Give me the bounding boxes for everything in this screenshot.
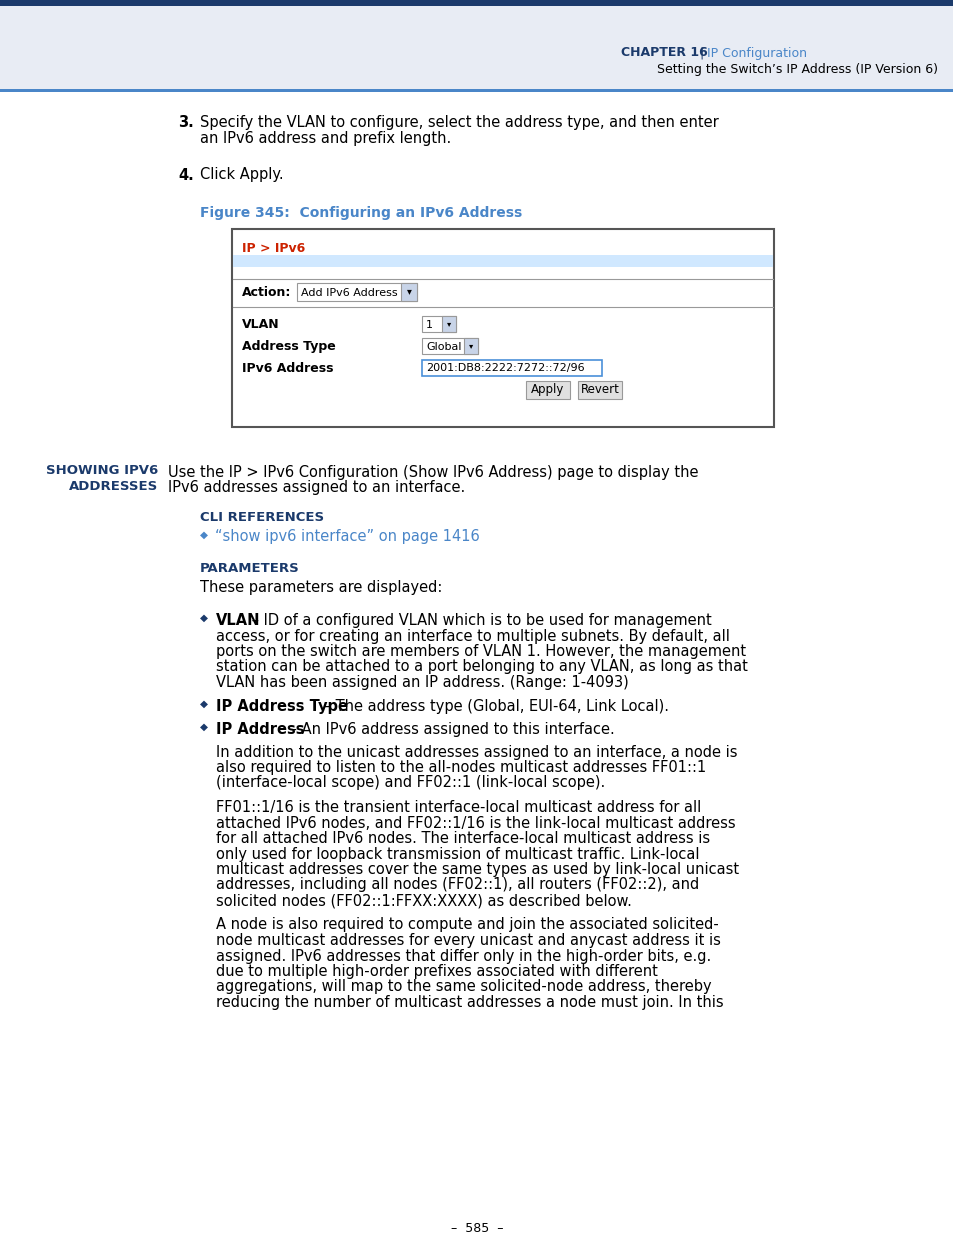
Text: solicited nodes (FF02::1:FFXX:XXXX) as described below.: solicited nodes (FF02::1:FFXX:XXXX) as d… bbox=[215, 893, 631, 908]
Text: Click Apply.: Click Apply. bbox=[200, 168, 283, 183]
Text: “show ipv6 interface” on page 1416: “show ipv6 interface” on page 1416 bbox=[214, 530, 479, 545]
Text: ADDRESSES: ADDRESSES bbox=[69, 480, 158, 493]
Text: Action:: Action: bbox=[242, 287, 291, 299]
Text: attached IPv6 nodes, and FF02::1/16 is the link-local multicast address: attached IPv6 nodes, and FF02::1/16 is t… bbox=[215, 815, 735, 830]
Bar bbox=[441, 315, 456, 331]
Bar bbox=[0, 89, 953, 91]
Text: IP > IPv6: IP > IPv6 bbox=[242, 242, 305, 254]
Text: ▾: ▾ bbox=[446, 319, 451, 329]
Text: an IPv6 address and prefix length.: an IPv6 address and prefix length. bbox=[200, 131, 451, 146]
Bar bbox=[232, 228, 773, 426]
Text: 2001:DB8:2222:7272::72/96: 2001:DB8:2222:7272::72/96 bbox=[426, 363, 584, 373]
Text: Use the IP > IPv6 Configuration (Show IPv6 Address) page to display the: Use the IP > IPv6 Configuration (Show IP… bbox=[168, 464, 698, 479]
Text: addresses, including all nodes (FF02::1), all routers (FF02::2), and: addresses, including all nodes (FF02::1)… bbox=[215, 878, 699, 893]
Text: for all attached IPv6 nodes. The interface-local multicast address is: for all attached IPv6 nodes. The interfa… bbox=[215, 831, 709, 846]
Text: 3.: 3. bbox=[178, 115, 193, 130]
Bar bbox=[463, 337, 477, 353]
Text: due to multiple high-order prefixes associated with different: due to multiple high-order prefixes asso… bbox=[215, 965, 658, 979]
Text: SHOWING IPV6: SHOWING IPV6 bbox=[46, 464, 158, 478]
Text: VLAN: VLAN bbox=[242, 317, 279, 331]
Text: VLAN: VLAN bbox=[215, 613, 260, 629]
Text: – An IPv6 address assigned to this interface.: – An IPv6 address assigned to this inter… bbox=[285, 722, 614, 737]
Text: 1: 1 bbox=[426, 320, 433, 330]
Bar bbox=[421, 359, 601, 375]
Text: ▾: ▾ bbox=[406, 287, 411, 296]
Bar bbox=[421, 315, 456, 331]
Text: multicast addresses cover the same types as used by link-local unicast: multicast addresses cover the same types… bbox=[215, 862, 739, 877]
Text: In addition to the unicast addresses assigned to an interface, a node is: In addition to the unicast addresses ass… bbox=[215, 745, 737, 760]
Text: station can be attached to a port belonging to any VLAN, as long as that: station can be attached to a port belong… bbox=[215, 659, 747, 674]
Text: These parameters are displayed:: These parameters are displayed: bbox=[200, 580, 442, 595]
Text: ▾: ▾ bbox=[468, 341, 473, 350]
Text: IP Address: IP Address bbox=[215, 722, 304, 737]
Text: VLAN has been assigned an IP address. (Range: 1-4093): VLAN has been assigned an IP address. (R… bbox=[215, 676, 628, 690]
Bar bbox=[578, 380, 621, 399]
Bar bbox=[525, 380, 569, 399]
Text: FF01::1/16 is the transient interface-local multicast address for all: FF01::1/16 is the transient interface-lo… bbox=[215, 800, 700, 815]
Text: IPv6 addresses assigned to an interface.: IPv6 addresses assigned to an interface. bbox=[168, 480, 465, 495]
Text: |: | bbox=[699, 47, 702, 59]
Text: ◆: ◆ bbox=[200, 699, 208, 709]
Text: ◆: ◆ bbox=[200, 613, 208, 622]
Text: ◆: ◆ bbox=[200, 722, 208, 732]
Bar bbox=[421, 337, 477, 353]
Text: – ID of a configured VLAN which is to be used for management: – ID of a configured VLAN which is to be… bbox=[247, 613, 711, 629]
Text: (interface-local scope) and FF02::1 (link-local scope).: (interface-local scope) and FF02::1 (lin… bbox=[215, 776, 604, 790]
Text: CHAPTER 16: CHAPTER 16 bbox=[620, 47, 707, 59]
Text: access, or for creating an interface to multiple subnets. By default, all: access, or for creating an interface to … bbox=[215, 629, 729, 643]
Text: also required to listen to the all-nodes multicast addresses FF01::1: also required to listen to the all-nodes… bbox=[215, 760, 705, 776]
Text: reducing the number of multicast addresses a node must join. In this: reducing the number of multicast address… bbox=[215, 995, 723, 1010]
Text: –  585  –: – 585 – bbox=[450, 1221, 503, 1235]
Text: ◆: ◆ bbox=[200, 530, 208, 540]
Text: Setting the Switch’s IP Address (IP Version 6): Setting the Switch’s IP Address (IP Vers… bbox=[657, 63, 937, 77]
Bar bbox=[0, 0, 953, 6]
Text: Figure 345:  Configuring an IPv6 Address: Figure 345: Configuring an IPv6 Address bbox=[200, 206, 521, 221]
Text: 4.: 4. bbox=[178, 168, 193, 183]
Bar bbox=[233, 254, 772, 267]
Text: Apply: Apply bbox=[531, 383, 564, 396]
Bar bbox=[296, 283, 416, 300]
Text: Global: Global bbox=[426, 342, 461, 352]
Text: A node is also required to compute and join the associated solicited-: A node is also required to compute and j… bbox=[215, 918, 718, 932]
Text: IP Address Type: IP Address Type bbox=[215, 699, 348, 714]
Text: Revert: Revert bbox=[580, 383, 618, 396]
Text: aggregations, will map to the same solicited-node address, thereby: aggregations, will map to the same solic… bbox=[215, 979, 711, 994]
Text: only used for loopback transmission of multicast traffic. Link-local: only used for loopback transmission of m… bbox=[215, 846, 699, 862]
Text: IP Configuration: IP Configuration bbox=[706, 47, 806, 59]
Text: node multicast addresses for every unicast and anycast address it is: node multicast addresses for every unica… bbox=[215, 932, 720, 948]
Bar bbox=[0, 6, 953, 90]
Text: Add IPv6 Address: Add IPv6 Address bbox=[301, 288, 397, 298]
Text: Address Type: Address Type bbox=[242, 340, 335, 353]
Bar bbox=[400, 283, 416, 300]
Text: Specify the VLAN to configure, select the address type, and then enter: Specify the VLAN to configure, select th… bbox=[200, 115, 718, 130]
Text: assigned. IPv6 addresses that differ only in the high-order bits, e.g.: assigned. IPv6 addresses that differ onl… bbox=[215, 948, 711, 963]
Text: – The address type (Global, EUI-64, Link Local).: – The address type (Global, EUI-64, Link… bbox=[318, 699, 668, 714]
Text: IPv6 Address: IPv6 Address bbox=[242, 362, 334, 375]
Text: ports on the switch are members of VLAN 1. However, the management: ports on the switch are members of VLAN … bbox=[215, 643, 745, 659]
Text: PARAMETERS: PARAMETERS bbox=[200, 562, 299, 576]
Text: CLI REFERENCES: CLI REFERENCES bbox=[200, 511, 324, 524]
